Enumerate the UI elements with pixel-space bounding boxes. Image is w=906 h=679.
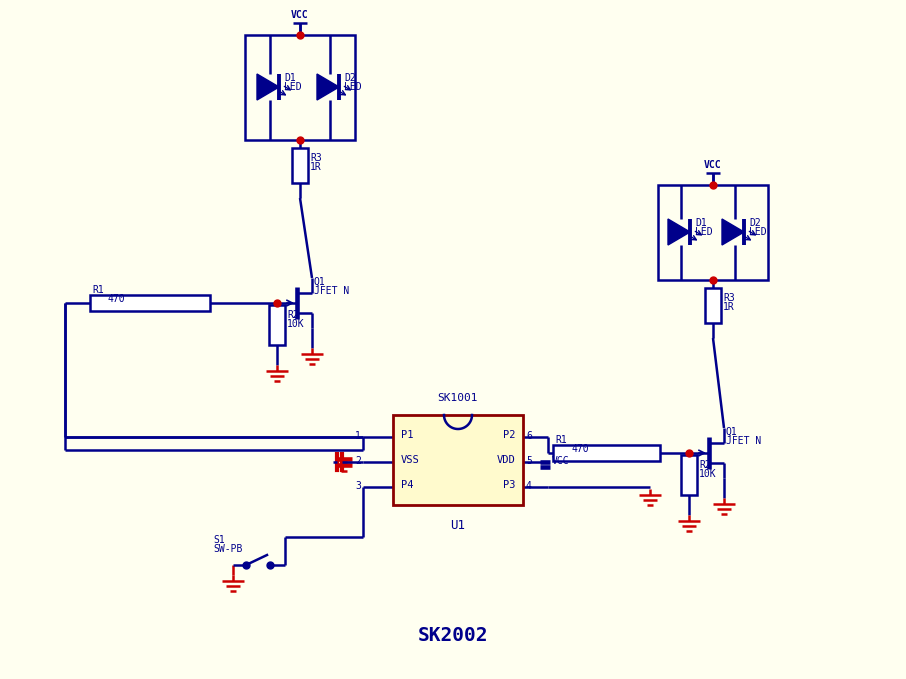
Text: P4: P4 <box>401 480 413 490</box>
Text: P3: P3 <box>503 480 515 490</box>
Text: 10K: 10K <box>699 469 717 479</box>
Text: D1: D1 <box>695 218 707 228</box>
Polygon shape <box>317 74 339 100</box>
Text: LED: LED <box>749 227 766 237</box>
Text: SW-PB: SW-PB <box>213 544 243 554</box>
Text: P1: P1 <box>401 430 413 440</box>
Text: VCC: VCC <box>291 10 309 20</box>
Text: LED: LED <box>284 82 302 92</box>
Bar <box>245 35 355 140</box>
Text: JFET N: JFET N <box>314 286 349 296</box>
Polygon shape <box>722 219 744 245</box>
Bar <box>705 288 721 323</box>
Text: D1: D1 <box>284 73 295 83</box>
Text: R1: R1 <box>92 285 104 295</box>
Text: VSS: VSS <box>401 455 419 465</box>
Text: S1: S1 <box>213 535 225 545</box>
Text: JFET N: JFET N <box>726 436 761 446</box>
Text: Q1: Q1 <box>314 277 326 287</box>
Text: R3: R3 <box>310 153 322 163</box>
Text: R2: R2 <box>287 310 299 320</box>
Text: D2: D2 <box>749 218 761 228</box>
Text: 5: 5 <box>526 456 532 466</box>
Bar <box>658 185 768 280</box>
Bar <box>553 445 660 461</box>
Text: R1: R1 <box>555 435 567 445</box>
Text: 470: 470 <box>571 444 589 454</box>
Text: 1: 1 <box>355 431 361 441</box>
Text: D2: D2 <box>344 73 356 83</box>
Text: P2: P2 <box>503 430 515 440</box>
Text: 1R: 1R <box>723 302 735 312</box>
Bar <box>90 295 210 311</box>
Text: 470: 470 <box>108 294 126 304</box>
Text: SK2002: SK2002 <box>418 626 488 645</box>
Text: R3: R3 <box>723 293 735 303</box>
Text: 4: 4 <box>526 481 532 491</box>
Text: U1: U1 <box>450 519 466 532</box>
Text: 3: 3 <box>355 481 361 491</box>
Text: VDD: VDD <box>496 455 515 465</box>
Text: 6: 6 <box>526 431 532 441</box>
Bar <box>292 148 308 183</box>
Text: LED: LED <box>344 82 361 92</box>
Text: SK1001: SK1001 <box>438 393 478 403</box>
Bar <box>393 415 523 505</box>
Text: 1R: 1R <box>310 162 322 172</box>
Text: 10K: 10K <box>287 319 304 329</box>
Text: VCC: VCC <box>552 456 570 466</box>
Text: VCC: VCC <box>704 160 722 170</box>
Text: Q1: Q1 <box>726 427 737 437</box>
Text: R2: R2 <box>699 460 710 470</box>
Bar <box>681 455 697 495</box>
Polygon shape <box>668 219 690 245</box>
Text: LED: LED <box>695 227 713 237</box>
Polygon shape <box>257 74 279 100</box>
Bar <box>269 305 285 345</box>
Text: 2: 2 <box>355 456 361 466</box>
